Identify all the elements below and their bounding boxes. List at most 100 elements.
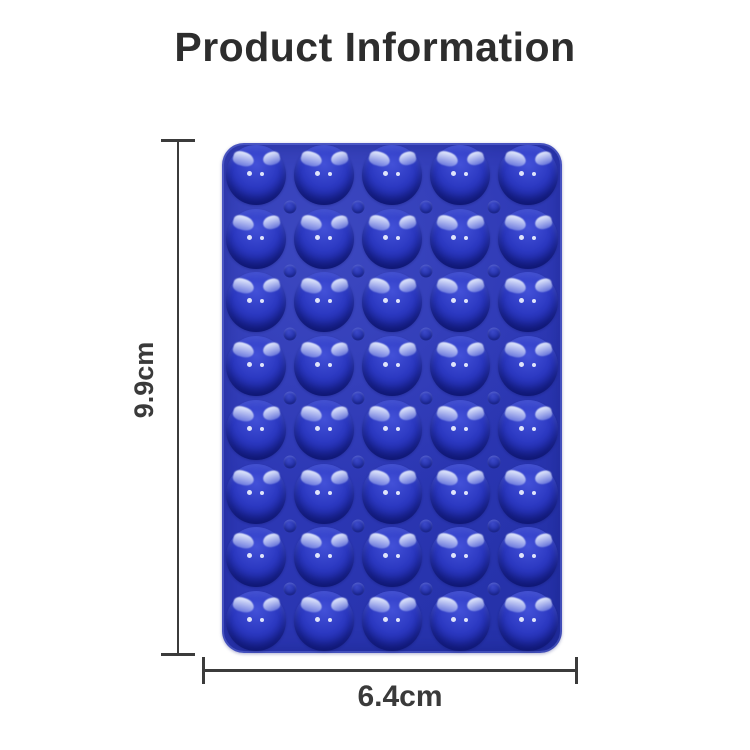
cup-sparkle	[396, 554, 400, 559]
cup-sparkle	[519, 362, 524, 368]
height-dimension-bottom-cap	[161, 653, 195, 656]
cup-sparkle	[451, 617, 456, 623]
cup-highlight-left	[503, 468, 528, 488]
cup-highlight-right	[533, 213, 554, 231]
cup-highlight-right	[397, 532, 418, 550]
cup-sparkle	[532, 618, 536, 623]
pad-dot	[487, 200, 501, 214]
cup-highlight-right	[533, 150, 554, 167]
suction-cup	[430, 336, 490, 397]
cup-highlight-right	[329, 596, 350, 613]
pad-dot	[351, 327, 365, 341]
cup-highlight-left	[367, 531, 392, 551]
cup-highlight-left	[231, 468, 256, 488]
cup-highlight-right	[261, 532, 282, 550]
cup-sparkle	[396, 235, 400, 240]
cup-sparkle	[260, 554, 264, 559]
cup-highlight-right	[397, 150, 418, 167]
cup-highlight-left	[367, 149, 392, 169]
pad-dot	[283, 200, 297, 214]
cup-sparkle	[260, 490, 264, 495]
pad-dot	[351, 519, 365, 532]
cup-highlight-left	[299, 276, 324, 296]
cup-sparkle	[396, 171, 400, 176]
cup-sparkle	[396, 490, 400, 495]
cup-sparkle	[383, 553, 388, 559]
cup-highlight-left	[503, 595, 528, 615]
cup-sparkle	[383, 362, 388, 368]
pad-dot	[351, 200, 365, 214]
cup-highlight-left	[367, 595, 392, 615]
suction-cup	[226, 591, 286, 652]
cup-sparkle	[315, 234, 320, 240]
cup-highlight-left	[231, 595, 256, 615]
cup-sparkle	[519, 298, 524, 304]
cup-sparkle	[451, 234, 456, 240]
cup-highlight-right	[261, 596, 282, 613]
cup-sparkle	[247, 362, 252, 368]
cup-sparkle	[383, 234, 388, 240]
pad-dot	[419, 327, 433, 341]
cup-sparkle	[532, 299, 536, 304]
cup-highlight-right	[533, 277, 554, 295]
cup-sparkle	[464, 426, 468, 431]
cup-sparkle	[328, 554, 332, 559]
cup-highlight-left	[231, 276, 256, 296]
suction-cup	[430, 208, 490, 269]
suction-cup	[430, 463, 490, 524]
cup-sparkle	[464, 618, 468, 623]
cup-highlight-right	[397, 405, 418, 422]
suction-cup	[226, 144, 286, 205]
cup-highlight-left	[435, 531, 460, 551]
pad-dot	[487, 455, 501, 469]
suction-cup	[294, 336, 354, 397]
pad-dot	[283, 264, 297, 277]
suction-cup	[362, 208, 422, 269]
cup-highlight-right	[465, 277, 486, 295]
suction-cup	[430, 399, 490, 460]
cup-sparkle	[328, 235, 332, 240]
cup-highlight-left	[435, 595, 460, 615]
pad-dot	[487, 391, 501, 405]
pad-dot	[283, 391, 297, 405]
cup-highlight-left	[299, 404, 324, 424]
pad-dot	[351, 455, 365, 469]
cup-highlight-right	[465, 405, 486, 422]
cup-sparkle	[247, 425, 252, 431]
cup-highlight-left	[231, 531, 256, 551]
suction-cup	[362, 144, 422, 205]
cup-sparkle	[328, 618, 332, 623]
suction-cup	[362, 336, 422, 397]
cup-sparkle	[247, 489, 252, 495]
cup-highlight-right	[261, 405, 282, 422]
cup-highlight-left	[367, 404, 392, 424]
pad-dot	[351, 391, 365, 405]
cup-highlight-right	[397, 341, 418, 358]
cup-sparkle	[260, 299, 264, 304]
cup-sparkle	[464, 171, 468, 176]
pad-dot	[419, 519, 433, 532]
cup-sparkle	[315, 170, 320, 176]
cup-sparkle	[247, 553, 252, 559]
suction-cup	[430, 527, 490, 588]
pad-dot	[283, 519, 297, 532]
width-dimension-line	[204, 669, 576, 672]
suction-cup	[430, 591, 490, 652]
suction-cup	[498, 208, 558, 269]
cup-highlight-right	[329, 213, 350, 231]
pad-dot	[419, 200, 433, 214]
product-pad	[222, 143, 562, 653]
cup-highlight-left	[435, 468, 460, 488]
suction-cup	[226, 399, 286, 460]
cup-highlight-right	[261, 341, 282, 358]
pad-dot	[487, 327, 501, 341]
cup-highlight-left	[367, 468, 392, 488]
suction-cup	[294, 399, 354, 460]
cup-highlight-left	[435, 276, 460, 296]
suction-cup	[362, 399, 422, 460]
cup-highlight-right	[261, 468, 282, 486]
cup-sparkle	[464, 490, 468, 495]
cup-sparkle	[532, 171, 536, 176]
cup-highlight-left	[299, 340, 324, 360]
cup-sparkle	[315, 553, 320, 559]
